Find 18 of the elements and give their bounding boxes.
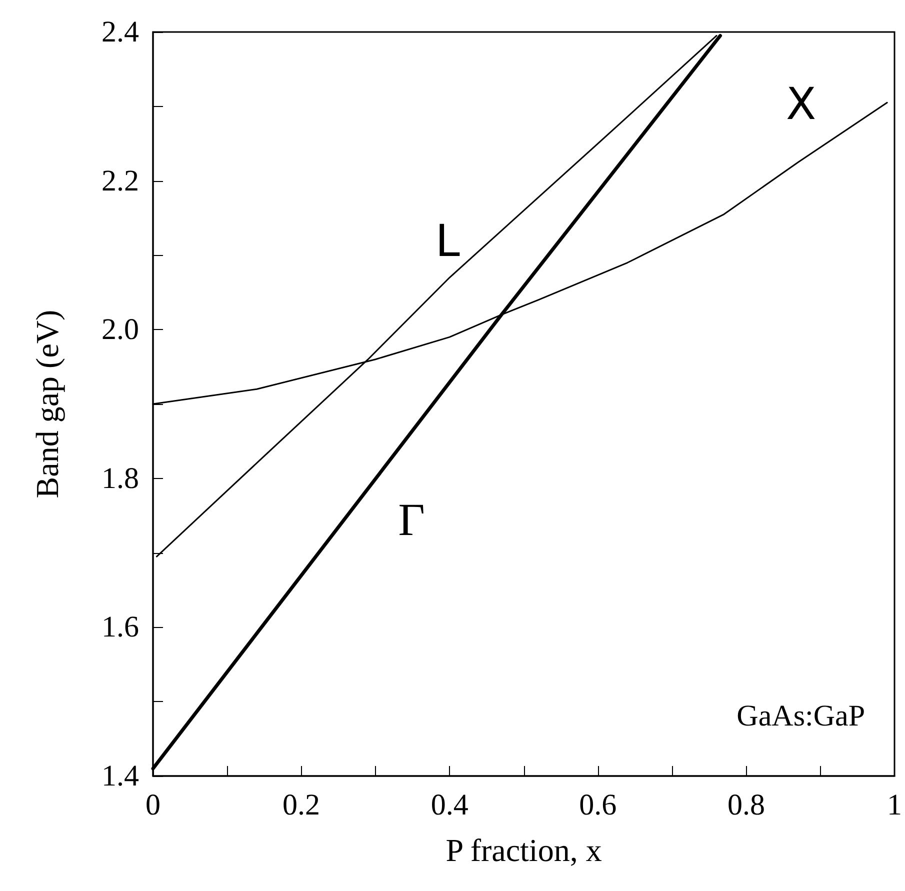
x-tick-label: 1 — [887, 788, 902, 822]
y-tick-label: 2.2 — [102, 164, 139, 198]
y-tick-label: 1.8 — [102, 462, 139, 495]
series-label: L — [435, 216, 460, 268]
y-axis-title: Band gap (eV) — [29, 310, 65, 498]
x-tick-label: 0.2 — [282, 788, 320, 822]
x-tick-label: 0.8 — [727, 788, 765, 822]
series-label: X — [786, 79, 816, 130]
y-tick-label: 1.4 — [102, 760, 139, 792]
y-tick-label: 1.6 — [102, 610, 139, 644]
y-tick-label: 2.4 — [102, 16, 139, 48]
annotation: GaAs:GaP — [736, 700, 866, 732]
y-tick-label: 2.0 — [102, 313, 139, 346]
series-label: Γ — [398, 494, 425, 546]
x-tick-label: 0 — [146, 788, 160, 822]
x-tick-label: 0.6 — [579, 788, 617, 822]
x-axis-title: P fraction, x — [446, 832, 602, 868]
x-tick-label: 0.4 — [430, 788, 468, 822]
